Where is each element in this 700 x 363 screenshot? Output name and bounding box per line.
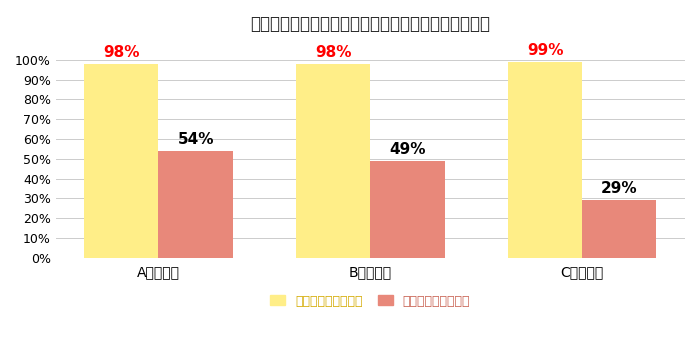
Text: 98%: 98% (315, 45, 351, 60)
Bar (370, 161, 444, 258)
Title: タナックシリコーンパッド使用有無での水分重量変化: タナックシリコーンパッド使用有無での水分重量変化 (251, 15, 491, 33)
Bar (84, 64, 158, 258)
Bar (158, 151, 232, 258)
Text: 99%: 99% (527, 43, 564, 58)
Text: 29%: 29% (601, 182, 638, 196)
Text: 54%: 54% (177, 132, 214, 147)
Bar (582, 200, 657, 258)
Text: 49%: 49% (389, 142, 426, 157)
Text: 98%: 98% (103, 45, 140, 60)
Legend: シリコーンパッド有, シリコーンパッド無: シリコーンパッド有, シリコーンパッド無 (265, 290, 475, 313)
Bar (508, 62, 582, 258)
Bar (296, 64, 370, 258)
